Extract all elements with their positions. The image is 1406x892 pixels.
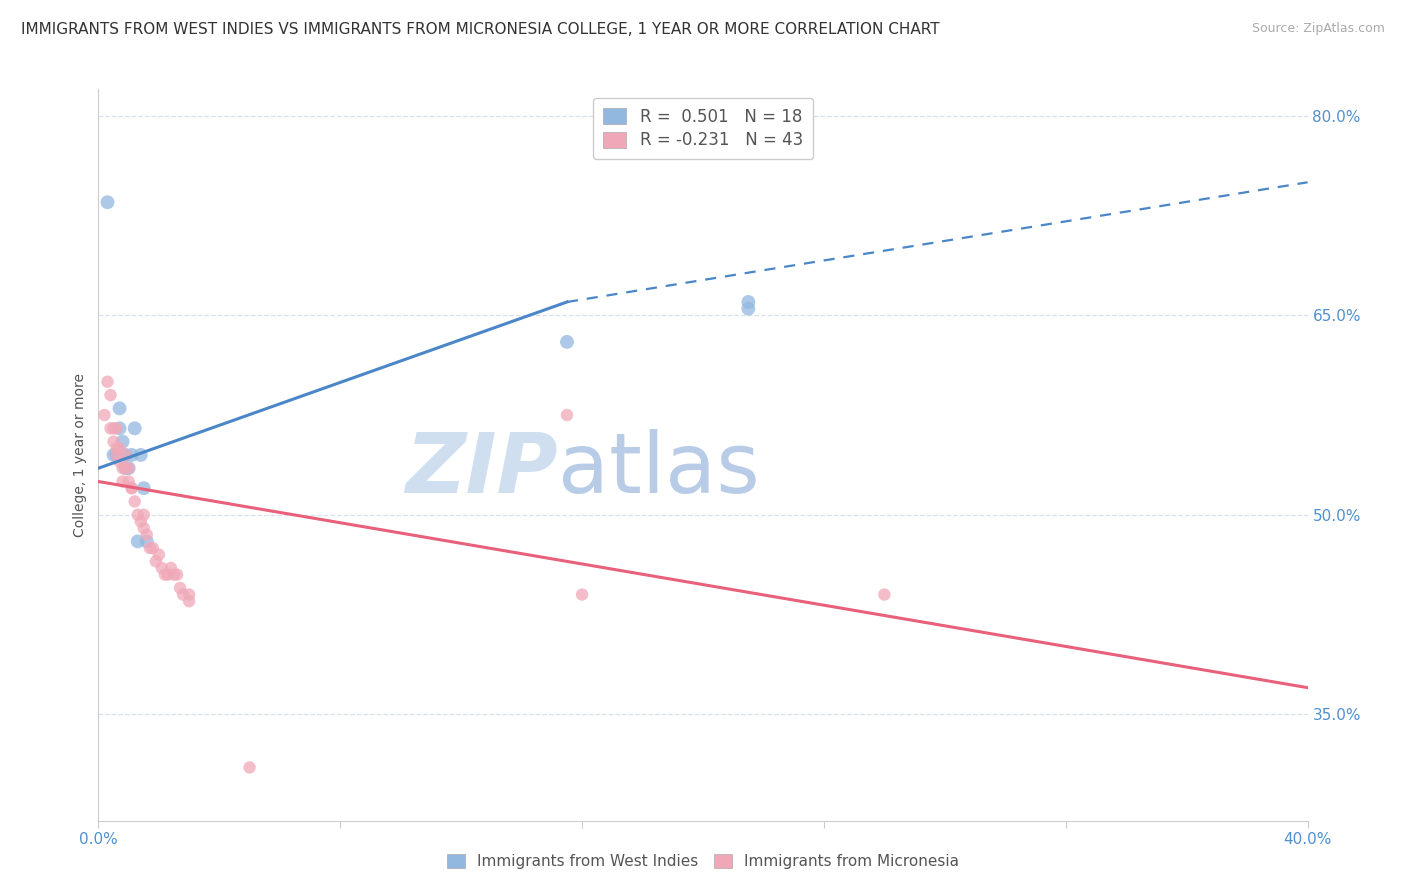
Point [103, 421, 125, 435]
Point [129, 515, 152, 529]
Point [93, 408, 115, 422]
Point [118, 475, 141, 489]
Point [111, 434, 134, 449]
Point [132, 481, 155, 495]
Point [105, 448, 128, 462]
Point [135, 534, 157, 549]
Point [105, 448, 128, 462]
Point [179, 588, 201, 602]
Point [114, 448, 136, 462]
Point [96, 195, 118, 210]
Point [108, 401, 131, 416]
Point [121, 481, 143, 495]
Point [160, 561, 183, 575]
Point [150, 561, 173, 575]
Point [145, 554, 167, 568]
Point [163, 567, 186, 582]
Text: ZIP: ZIP [405, 429, 558, 510]
Point [571, 588, 593, 602]
Point [103, 434, 125, 449]
Text: atlas: atlas [558, 429, 759, 510]
Point [153, 567, 176, 582]
Point [873, 588, 896, 602]
Point [124, 494, 146, 508]
Point [118, 461, 141, 475]
Point [239, 760, 262, 774]
Point [142, 541, 165, 555]
Point [172, 588, 194, 602]
Point [132, 521, 155, 535]
Point [148, 548, 170, 562]
Point [108, 442, 131, 456]
Point [139, 541, 162, 555]
Point [127, 534, 149, 549]
Point [135, 527, 157, 541]
Point [96, 375, 118, 389]
Legend: Immigrants from West Indies, Immigrants from Micronesia: Immigrants from West Indies, Immigrants … [440, 848, 966, 875]
Point [156, 567, 179, 582]
Point [555, 408, 578, 422]
Point [737, 295, 759, 310]
Point [105, 421, 128, 435]
Point [124, 421, 146, 435]
Y-axis label: College, 1 year or more: College, 1 year or more [73, 373, 87, 537]
Point [121, 448, 143, 462]
Point [179, 594, 201, 608]
Point [114, 448, 136, 462]
Point [111, 475, 134, 489]
Point [100, 388, 122, 402]
Point [129, 448, 152, 462]
Point [114, 461, 136, 475]
Point [111, 461, 134, 475]
Point [114, 461, 136, 475]
Point [118, 461, 141, 475]
Point [132, 508, 155, 522]
Point [737, 301, 759, 316]
Point [166, 567, 188, 582]
Point [100, 421, 122, 435]
Point [555, 334, 578, 349]
Text: Source: ZipAtlas.com: Source: ZipAtlas.com [1251, 22, 1385, 36]
Point [108, 421, 131, 435]
Text: IMMIGRANTS FROM WEST INDIES VS IMMIGRANTS FROM MICRONESIA COLLEGE, 1 YEAR OR MOR: IMMIGRANTS FROM WEST INDIES VS IMMIGRANT… [21, 22, 939, 37]
Point [127, 508, 149, 522]
Point [105, 442, 128, 456]
Point [103, 448, 125, 462]
Point [121, 481, 143, 495]
Point [169, 581, 191, 595]
Point [108, 454, 131, 468]
